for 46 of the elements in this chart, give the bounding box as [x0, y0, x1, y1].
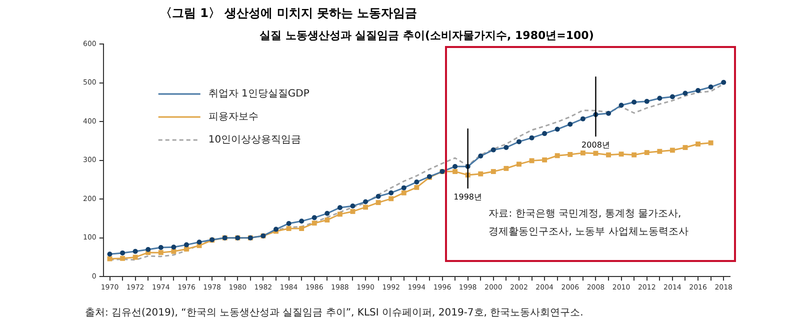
- point: [606, 152, 611, 158]
- point: [696, 142, 701, 146]
- point: [542, 157, 548, 162]
- point: [388, 196, 394, 202]
- point: [452, 169, 458, 174]
- point: [504, 166, 509, 171]
- point: [568, 152, 573, 157]
- annotation: 경제활동인구조사, 노동부 사업체노동력조사: [488, 226, 688, 238]
- point: [324, 218, 330, 222]
- point: [580, 150, 586, 156]
- point: [593, 150, 598, 156]
- point: [120, 256, 126, 261]
- point: [299, 226, 304, 232]
- legend-label: 10인이상상용직임금: [208, 134, 302, 146]
- point: [363, 204, 368, 210]
- point: [401, 190, 406, 196]
- point: [632, 152, 637, 158]
- point: [158, 250, 164, 256]
- point: [337, 212, 342, 217]
- point: [376, 200, 381, 206]
- point: [644, 150, 650, 156]
- point: [554, 153, 560, 158]
- point: [529, 158, 534, 164]
- legend-label: 피용자보수: [208, 112, 258, 123]
- point: [350, 208, 356, 214]
- chart-title: 〈그림 1〉 생산성에 미치지 못하는 노동자임금: [160, 6, 418, 20]
- point: [184, 246, 189, 252]
- chart-subtitle: 실질 노동생산성과 실질임금 추이(소비자물가지수, 1980년=100): [260, 28, 594, 42]
- point: [132, 254, 138, 260]
- ref-line-label: 1998년: [454, 192, 482, 202]
- point: [670, 148, 675, 153]
- point: [478, 171, 484, 176]
- annotation: 자료: 한국은행 국민계정, 통계청 물가조사,: [488, 208, 682, 220]
- point: [414, 184, 420, 190]
- point: [171, 248, 176, 254]
- point: [490, 169, 496, 174]
- point: [657, 148, 662, 154]
- point: [708, 140, 714, 146]
- source-note: 출처: 김유선(2019), “한국의 노동생산성과 실질임금 추이”, KLSI 이슈페이퍼, 2019-7호, 한국노동사회연구소.: [85, 308, 584, 319]
- point: [618, 152, 624, 157]
- point: [286, 226, 292, 232]
- ref-line-label: 2008년: [582, 140, 610, 150]
- point: [516, 162, 522, 167]
- point: [682, 145, 688, 150]
- legend-label: 취업자 1인당실질GDP: [208, 88, 310, 100]
- point: [312, 220, 317, 226]
